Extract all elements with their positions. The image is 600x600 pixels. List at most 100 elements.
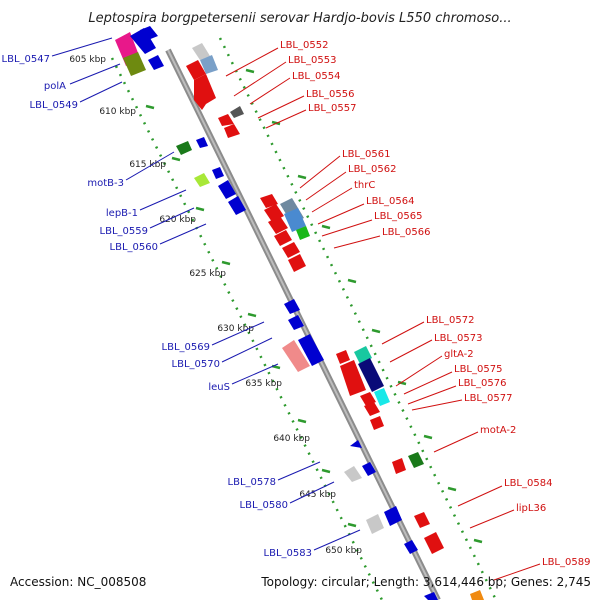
gene-feature <box>123 52 146 76</box>
gene-label[interactable]: lipL36 <box>516 503 546 514</box>
gene-label[interactable]: LBL_0566 <box>382 227 430 238</box>
kbp-label: 610 kbp <box>99 107 136 117</box>
gene-label[interactable]: LBL_0554 <box>292 71 340 82</box>
tick-marks <box>123 54 483 544</box>
kbp-label: 650 kbp <box>325 546 362 556</box>
gene-feature <box>140 26 158 40</box>
gene-feature <box>404 540 418 554</box>
gene-label[interactable]: LBL_0565 <box>374 211 422 222</box>
kbp-label: 620 kbp <box>159 215 196 225</box>
gene-feature <box>374 388 390 406</box>
gene-feature <box>296 226 310 240</box>
gene-label[interactable]: LBL_0552 <box>280 40 328 51</box>
reverse-genes <box>186 43 484 600</box>
gene-label[interactable]: LBL_0576 <box>458 378 506 389</box>
right-connectors <box>225 47 541 581</box>
gene-label[interactable]: motB-3 <box>87 178 124 189</box>
gene-label[interactable]: lepB-1 <box>106 208 138 219</box>
gene-feature <box>408 452 424 468</box>
kbp-label: 640 kbp <box>273 434 310 444</box>
gene-label[interactable]: motA-2 <box>480 425 516 436</box>
gene-feature <box>284 208 306 232</box>
gene-feature <box>392 458 406 474</box>
gene-label[interactable]: LBL_0549 <box>30 100 78 111</box>
gene-label[interactable]: polA <box>44 81 66 92</box>
gene-label[interactable]: LBL_0575 <box>454 364 502 375</box>
gene-label[interactable]: LBL_0547 <box>2 54 50 65</box>
gene-label[interactable]: LBL_0573 <box>434 333 482 344</box>
gene-feature <box>186 60 206 80</box>
gene-label[interactable]: LBL_0589 <box>542 557 590 568</box>
gene-feature <box>212 167 224 179</box>
gene-feature <box>194 173 210 187</box>
gene-label[interactable]: thrC <box>354 180 375 191</box>
gene-label[interactable]: leuS <box>208 382 230 393</box>
kbp-label: 625 kbp <box>189 269 226 279</box>
gene-feature <box>362 462 376 476</box>
forward-genes <box>115 26 438 600</box>
gene-feature <box>336 350 350 364</box>
gene-feature <box>370 416 384 430</box>
gene-feature <box>298 334 324 366</box>
gene-feature <box>176 141 192 155</box>
gene-label[interactable]: LBL_0570 <box>172 359 220 370</box>
gene-feature <box>130 28 156 54</box>
gene-label[interactable]: LBL_0580 <box>240 500 288 511</box>
gene-feature <box>344 466 362 482</box>
left-gene-labels: LBL_0547 polA LBL_0549 motB-3 lepB-1 LBL… <box>2 54 312 559</box>
gene-feature <box>282 242 300 258</box>
gene-label[interactable]: LBL_0562 <box>348 164 396 175</box>
gene-label[interactable]: LBL_0560 <box>110 242 158 253</box>
kbp-label: 645 kbp <box>299 490 336 500</box>
gene-feature <box>340 360 366 396</box>
gene-feature <box>364 402 380 416</box>
gene-label[interactable]: LBL_0583 <box>264 548 312 559</box>
gene-feature <box>366 514 384 534</box>
gene-label[interactable]: LBL_0584 <box>504 478 552 489</box>
gene-feature <box>358 358 384 392</box>
gene-label[interactable]: LBL_0572 <box>426 315 474 326</box>
kbp-scale: 605 kbp 610 kbp 615 kbp 620 kbp 625 kbp … <box>69 55 362 556</box>
gene-label[interactable]: LBL_0569 <box>162 342 210 353</box>
gene-feature <box>470 590 484 600</box>
gene-label[interactable]: LBL_0564 <box>366 196 414 207</box>
gene-label[interactable]: gltA-2 <box>444 349 474 360</box>
kbp-label: 635 kbp <box>245 379 282 389</box>
forward-dotted-track <box>110 57 384 600</box>
gene-feature <box>268 216 288 234</box>
gene-label[interactable]: LBL_0557 <box>308 103 356 114</box>
kbp-label: 630 kbp <box>217 324 254 334</box>
gene-feature <box>414 512 430 528</box>
gene-label[interactable]: LBL_0553 <box>288 55 336 66</box>
gene-feature <box>424 592 438 600</box>
gene-feature <box>350 440 362 448</box>
gene-feature <box>284 299 300 314</box>
kbp-label: 605 kbp <box>69 55 106 65</box>
gene-feature <box>230 106 244 118</box>
accession-text: Accession: NC_008508 <box>10 575 146 589</box>
gene-feature <box>200 55 218 74</box>
gene-feature <box>360 392 376 406</box>
gene-feature <box>218 114 234 126</box>
gene-label[interactable]: LBL_0556 <box>306 89 354 100</box>
map-title: Leptospira borgpetersenii serovar Hardjo… <box>88 11 511 26</box>
right-gene-labels: LBL_0552 LBL_0553 LBL_0554 LBL_0556 LBL_… <box>280 40 590 568</box>
gene-feature <box>192 43 210 60</box>
gene-label[interactable]: LBL_0559 <box>100 226 148 237</box>
gene-feature <box>218 180 236 199</box>
gene-feature <box>260 194 278 208</box>
left-connectors <box>51 37 361 551</box>
gene-feature <box>196 137 208 148</box>
gene-label[interactable]: LBL_0578 <box>228 477 276 488</box>
gene-feature <box>224 124 240 138</box>
gene-feature <box>384 506 402 526</box>
gene-feature <box>274 230 292 246</box>
gene-label[interactable]: LBL_0577 <box>464 393 512 404</box>
gene-feature <box>424 532 444 554</box>
gene-label[interactable]: LBL_0561 <box>342 149 390 160</box>
gene-feature <box>228 196 246 215</box>
kbp-label: 615 kbp <box>129 160 166 170</box>
gene-feature <box>148 55 164 70</box>
gene-feature <box>288 254 306 272</box>
